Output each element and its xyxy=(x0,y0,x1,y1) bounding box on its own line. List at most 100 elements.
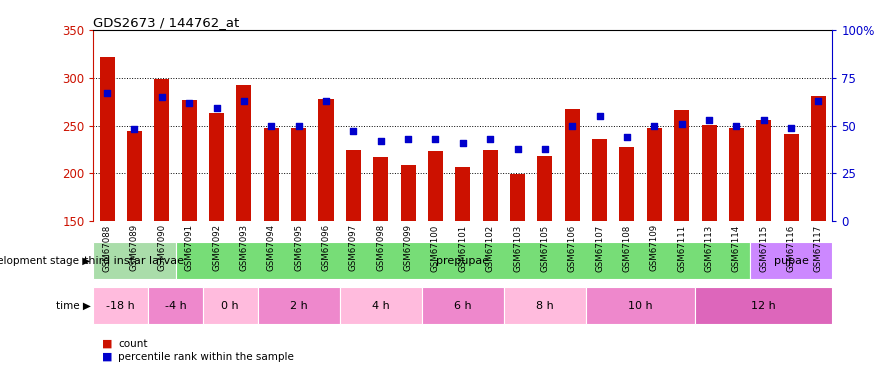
Bar xyxy=(592,139,607,221)
Text: 10 h: 10 h xyxy=(628,301,653,310)
Bar xyxy=(127,131,142,221)
Text: pupae: pupae xyxy=(773,256,808,266)
Text: GSM67107: GSM67107 xyxy=(595,224,604,272)
Point xyxy=(428,136,442,142)
Text: third instar larvae: third instar larvae xyxy=(85,256,184,266)
Bar xyxy=(346,150,360,221)
Bar xyxy=(756,120,772,221)
Text: development stage ▶: development stage ▶ xyxy=(0,256,91,266)
Text: GSM67114: GSM67114 xyxy=(732,224,740,272)
Point xyxy=(510,146,524,152)
Point xyxy=(237,98,251,104)
Text: GSM67089: GSM67089 xyxy=(130,224,139,272)
Bar xyxy=(340,287,422,324)
Text: GSM67108: GSM67108 xyxy=(622,224,632,272)
Text: GSM67095: GSM67095 xyxy=(294,224,303,272)
Bar xyxy=(428,152,443,221)
Text: GSM67109: GSM67109 xyxy=(650,224,659,272)
Text: GSM67103: GSM67103 xyxy=(513,224,522,272)
Text: ■: ■ xyxy=(102,352,113,362)
Text: -4 h: -4 h xyxy=(165,301,186,310)
Point xyxy=(209,105,223,111)
Point xyxy=(319,98,333,104)
Text: GSM67111: GSM67111 xyxy=(677,224,686,272)
Point xyxy=(292,123,306,129)
Text: 6 h: 6 h xyxy=(454,301,472,310)
Bar xyxy=(750,242,832,279)
Text: GSM67091: GSM67091 xyxy=(185,224,194,272)
Bar xyxy=(93,287,148,324)
Bar xyxy=(257,287,340,324)
Bar xyxy=(538,156,553,221)
Bar xyxy=(319,99,334,221)
Text: time ▶: time ▶ xyxy=(56,301,91,310)
Text: GSM67090: GSM67090 xyxy=(158,224,166,272)
Point xyxy=(100,90,114,96)
Bar xyxy=(783,134,798,221)
Text: GSM67113: GSM67113 xyxy=(705,224,714,272)
Bar xyxy=(203,287,257,324)
Bar xyxy=(504,287,586,324)
Point xyxy=(456,140,470,146)
Text: 12 h: 12 h xyxy=(751,301,776,310)
Text: GSM67088: GSM67088 xyxy=(102,224,111,272)
Point xyxy=(784,124,798,130)
Point xyxy=(702,117,716,123)
Point xyxy=(182,100,197,106)
Bar xyxy=(263,128,279,221)
Bar xyxy=(400,165,416,221)
Bar xyxy=(701,124,716,221)
Point xyxy=(619,134,634,140)
Bar xyxy=(586,287,695,324)
Bar xyxy=(674,110,689,221)
Bar xyxy=(154,79,169,221)
Bar xyxy=(422,287,504,324)
Bar xyxy=(373,157,388,221)
Text: -18 h: -18 h xyxy=(107,301,135,310)
Point xyxy=(483,136,498,142)
Bar xyxy=(647,129,662,221)
Text: ■: ■ xyxy=(102,339,113,349)
Point xyxy=(812,98,826,104)
Text: 8 h: 8 h xyxy=(536,301,554,310)
Text: 0 h: 0 h xyxy=(222,301,239,310)
Point xyxy=(675,121,689,127)
Point xyxy=(374,138,388,144)
Bar xyxy=(729,129,744,221)
Bar xyxy=(695,287,832,324)
Text: GSM67105: GSM67105 xyxy=(540,224,549,272)
Bar xyxy=(100,57,115,221)
Point xyxy=(127,126,142,132)
Text: GSM67116: GSM67116 xyxy=(787,224,796,272)
Bar xyxy=(182,100,197,221)
Text: GSM67093: GSM67093 xyxy=(239,224,248,272)
Text: 4 h: 4 h xyxy=(372,301,390,310)
Text: GDS2673 / 144762_at: GDS2673 / 144762_at xyxy=(93,16,239,29)
Bar xyxy=(619,147,635,221)
Point xyxy=(756,117,771,123)
Bar xyxy=(175,242,750,279)
Point xyxy=(729,123,743,129)
Bar xyxy=(811,96,826,221)
Point xyxy=(565,123,579,129)
Text: 2 h: 2 h xyxy=(290,301,308,310)
Text: GSM67101: GSM67101 xyxy=(458,224,467,272)
Point xyxy=(593,113,607,119)
Text: GSM67098: GSM67098 xyxy=(376,224,385,272)
Point xyxy=(401,136,416,142)
Text: GSM67099: GSM67099 xyxy=(403,224,413,272)
Text: GSM67096: GSM67096 xyxy=(321,224,330,272)
Bar xyxy=(93,242,175,279)
Point xyxy=(346,128,360,134)
Bar xyxy=(209,113,224,221)
Text: GSM67117: GSM67117 xyxy=(814,224,823,272)
Text: GSM67100: GSM67100 xyxy=(431,224,440,272)
Bar xyxy=(565,110,579,221)
Bar xyxy=(456,167,470,221)
Bar xyxy=(510,174,525,221)
Text: prepupae: prepupae xyxy=(436,256,490,266)
Text: GSM67094: GSM67094 xyxy=(267,224,276,272)
Text: GSM67097: GSM67097 xyxy=(349,224,358,272)
Bar xyxy=(291,129,306,221)
Bar xyxy=(482,150,498,221)
